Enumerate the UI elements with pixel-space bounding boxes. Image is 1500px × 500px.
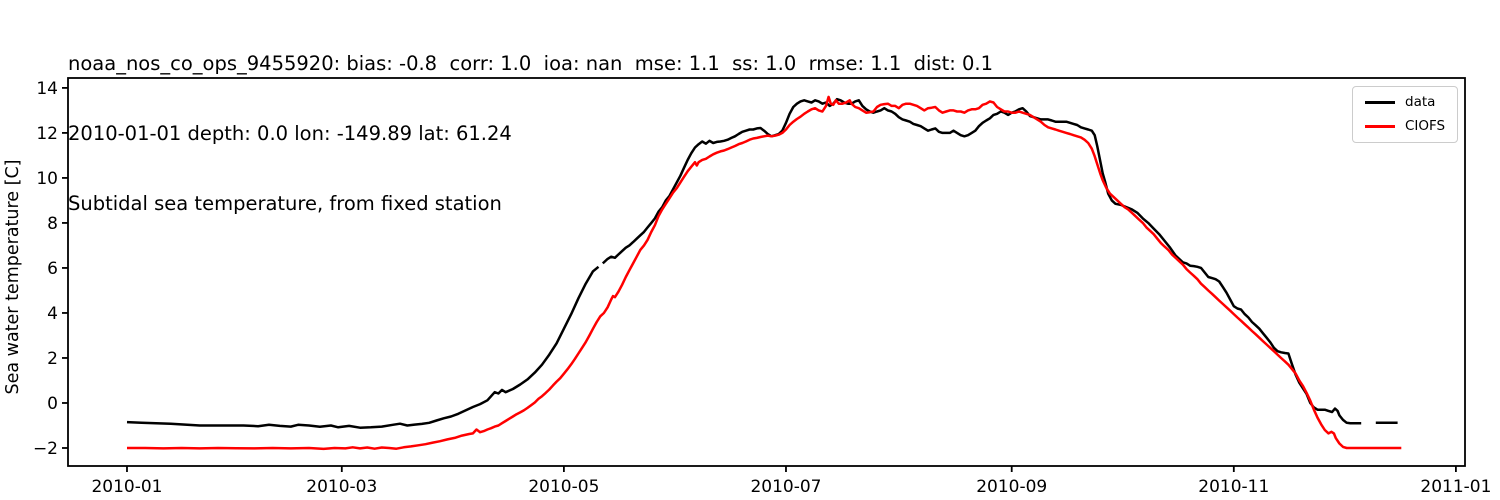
y-tick-label: 2 xyxy=(47,349,58,369)
y-tick-label: 0 xyxy=(47,394,58,414)
y-tick-label: 12 xyxy=(36,124,58,144)
series-line-ciofs xyxy=(127,95,1402,451)
legend-line-sample-data xyxy=(1365,101,1395,104)
legend-label: CIOFS xyxy=(1405,118,1446,134)
y-tick-label: 14 xyxy=(36,79,58,99)
chart-title: noaa_nos_co_ops_9455920: bias: -0.8 corr… xyxy=(68,5,993,239)
legend-line-sample-ciofs xyxy=(1365,125,1395,128)
legend-item-data: data xyxy=(1365,94,1449,111)
x-tick-label: 2010-05 xyxy=(528,477,599,497)
series-line-data xyxy=(126,265,600,429)
legend-label: data xyxy=(1405,94,1436,110)
series-line-data xyxy=(601,97,1362,425)
x-tick-label: 2011-01 xyxy=(1420,477,1491,497)
legend-item-ciofs: CIOFS xyxy=(1365,118,1449,135)
y-tick-label: −2 xyxy=(33,439,58,459)
y-tick-label: 8 xyxy=(47,214,58,234)
y-tick-label: 10 xyxy=(36,169,58,189)
x-tick-label: 2010-11 xyxy=(1198,477,1269,497)
legend: data CIOFS xyxy=(1352,86,1458,143)
y-tick-label: 4 xyxy=(47,304,58,324)
chart-title-line-description: Subtidal sea temperature, from fixed sta… xyxy=(68,192,502,216)
x-tick-label: 2010-01 xyxy=(91,477,162,497)
chart-title-line-station: 2010-01-01 depth: 0.0 lon: -149.89 lat: … xyxy=(68,122,512,146)
x-tick-label: 2010-09 xyxy=(976,477,1047,497)
x-tick-label: 2010-03 xyxy=(306,477,377,497)
axes-frame xyxy=(67,77,1466,467)
chart-title-line-stats: noaa_nos_co_ops_9455920: bias: -0.8 corr… xyxy=(68,51,994,75)
y-tick-label: 6 xyxy=(47,259,58,279)
x-tick-label: 2010-07 xyxy=(750,477,821,497)
